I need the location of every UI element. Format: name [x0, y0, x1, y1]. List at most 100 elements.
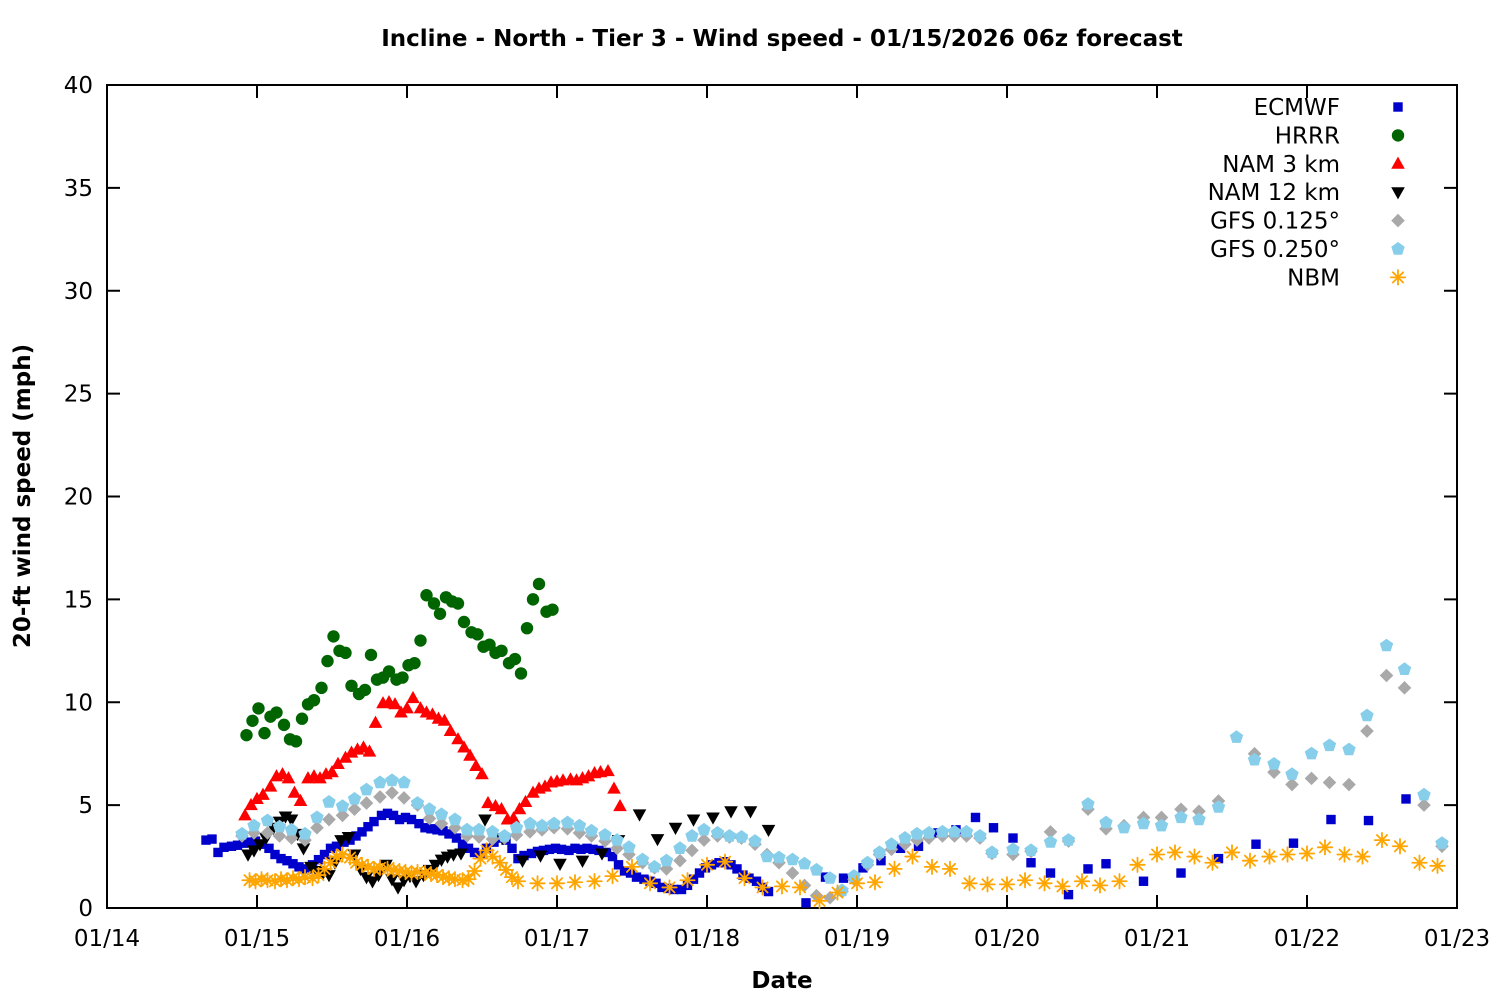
data-point-marker — [1397, 681, 1412, 695]
data-point-marker — [258, 726, 271, 740]
data-point-marker — [1204, 854, 1221, 871]
data-point-marker — [270, 849, 280, 860]
data-point-marker — [1342, 742, 1356, 756]
data-point-marker — [566, 874, 584, 891]
data-point-marker — [604, 868, 621, 885]
data-point-marker — [1154, 818, 1169, 832]
data-point-marker — [866, 874, 884, 891]
data-point-marker — [371, 859, 389, 876]
data-point-marker — [385, 785, 399, 800]
data-point-marker — [270, 706, 283, 719]
data-point-marker — [823, 871, 837, 884]
data-point-marker — [310, 820, 324, 835]
data-point-marker — [478, 814, 492, 827]
data-point-marker — [298, 826, 312, 840]
data-point-marker — [1397, 662, 1412, 675]
data-point-marker — [523, 816, 537, 830]
data-point-marker — [207, 834, 217, 844]
data-point-marker — [1129, 856, 1146, 873]
data-point-marker — [448, 812, 462, 826]
data-point-marker — [466, 862, 483, 880]
data-point-marker — [454, 848, 468, 861]
data-point-marker — [296, 843, 311, 856]
data-point-marker — [509, 873, 527, 890]
data-point-marker — [359, 796, 374, 810]
data-point-marker — [1045, 868, 1056, 878]
data-point-marker — [526, 593, 540, 606]
data-point-marker — [1285, 777, 1299, 792]
data-point-marker — [1054, 878, 1071, 895]
legend-item-hrrr: HRRR — [1275, 123, 1405, 149]
data-point-marker — [526, 785, 540, 798]
data-point-marker — [1267, 757, 1281, 770]
data-point-marker — [509, 828, 524, 842]
data-point-marker — [246, 714, 259, 727]
data-point-marker — [673, 853, 687, 868]
data-point-marker — [388, 810, 399, 821]
data-point-marker — [738, 870, 748, 880]
y-tick-label: 35 — [64, 176, 93, 202]
data-point-marker — [434, 807, 449, 820]
data-point-marker — [347, 849, 362, 862]
data-point-marker — [359, 872, 374, 885]
data-point-marker — [426, 824, 436, 834]
data-point-marker — [623, 858, 641, 875]
data-point-marker — [322, 870, 336, 883]
data-point-marker — [576, 844, 586, 855]
data-point-marker — [1006, 842, 1020, 855]
data-point-marker — [761, 824, 776, 838]
data-point-marker — [1192, 804, 1206, 819]
data-point-marker — [1138, 876, 1149, 886]
data-point-marker — [785, 852, 800, 866]
data-point-marker — [714, 858, 724, 868]
data-point-marker — [607, 851, 618, 862]
data-point-marker — [451, 833, 462, 843]
data-point-marker — [876, 855, 886, 866]
data-point-marker — [310, 866, 327, 884]
data-point-marker — [400, 812, 411, 823]
data-point-marker — [444, 829, 454, 839]
y-tick-label: 5 — [78, 793, 93, 819]
data-point-marker — [347, 792, 362, 805]
data-point-marker — [613, 798, 627, 812]
data-point-marker — [584, 823, 599, 837]
data-point-marker — [1379, 668, 1394, 683]
data-point-marker — [791, 879, 809, 896]
data-point-marker — [369, 816, 379, 827]
data-point-marker — [754, 879, 771, 896]
data-point-marker — [1154, 810, 1169, 825]
data-point-marker — [1251, 839, 1261, 849]
data-point-marker — [1304, 771, 1319, 786]
data-point-marker — [263, 779, 278, 792]
legend-marker-triangle-down-icon — [1391, 187, 1405, 200]
data-point-marker — [457, 740, 471, 753]
data-point-marker — [676, 884, 687, 895]
data-point-marker — [1261, 848, 1278, 865]
data-point-marker — [625, 868, 636, 878]
legend-marker-triangle-up-icon — [1391, 156, 1405, 169]
data-point-marker — [382, 808, 393, 819]
data-point-marker — [553, 858, 567, 871]
data-point-marker — [1174, 810, 1188, 824]
y-tick-label: 20 — [64, 485, 93, 511]
data-point-marker — [619, 866, 630, 876]
data-point-marker — [686, 814, 701, 827]
x-tick-label: 01/14 — [74, 926, 140, 952]
data-point-marker — [700, 863, 711, 873]
data-point-marker — [519, 850, 529, 861]
data-point-marker — [923, 858, 941, 875]
data-point-marker — [434, 869, 452, 886]
data-point-marker — [313, 854, 324, 865]
series-nbm — [241, 832, 1446, 909]
data-point-marker — [1322, 738, 1337, 752]
data-point-marker — [253, 839, 267, 852]
data-point-marker — [1316, 839, 1334, 856]
data-point-marker — [722, 829, 737, 842]
series-gfs-0-250- — [235, 638, 1449, 897]
data-point-marker — [1213, 853, 1224, 864]
data-point-marker — [201, 835, 211, 845]
data-point-marker — [515, 855, 530, 868]
data-point-marker — [451, 597, 465, 610]
data-point-marker — [595, 848, 609, 861]
legend-label: NAM 3 km — [1222, 152, 1340, 178]
